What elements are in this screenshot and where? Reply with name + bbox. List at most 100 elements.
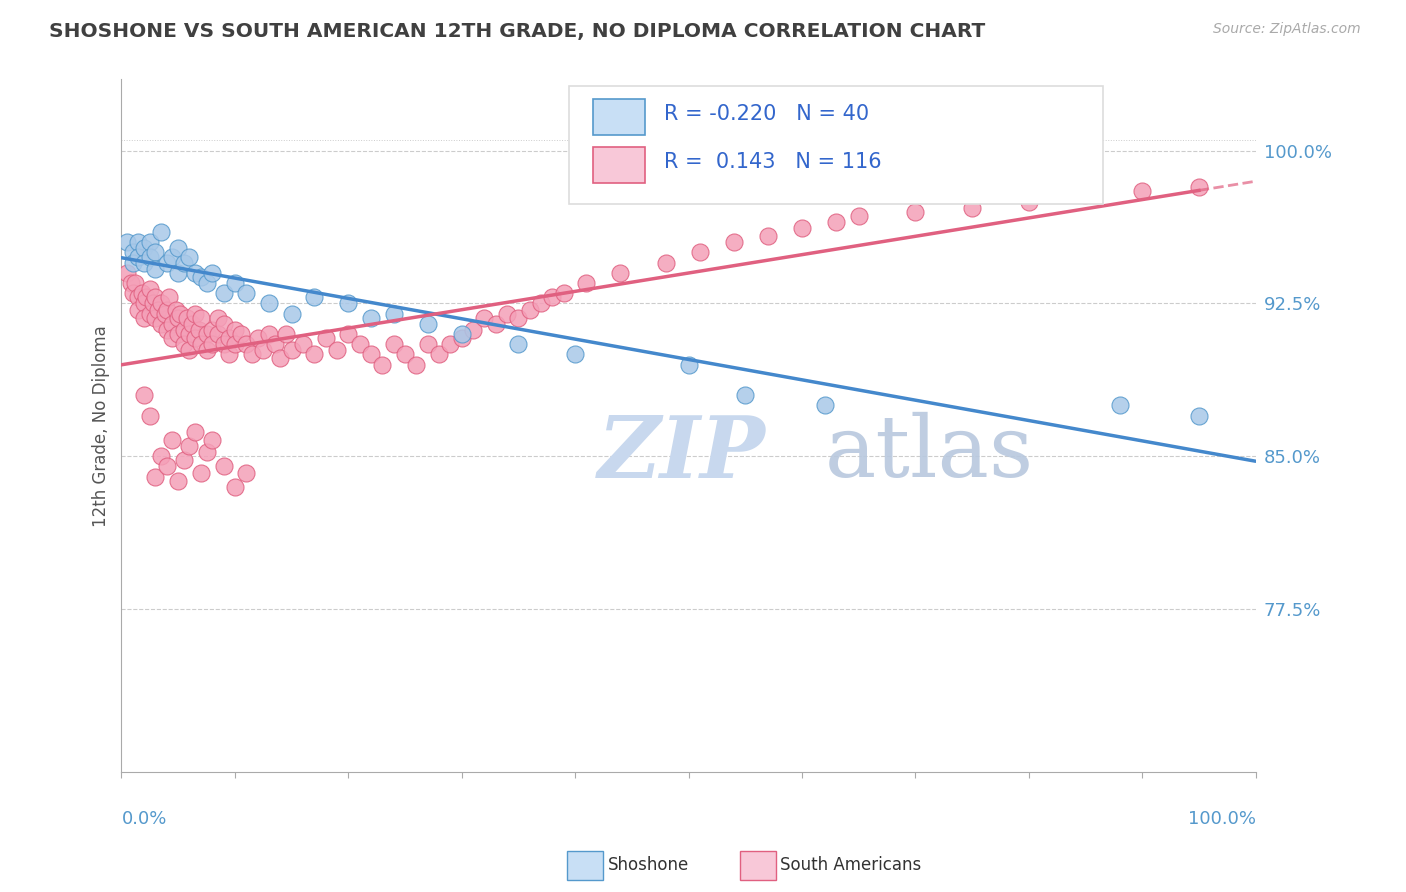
Point: [167, 310, 190, 325]
Point: [280, 307, 302, 321]
Point: [127, 302, 149, 317]
Point: [162, 331, 184, 345]
Point: [269, 351, 291, 366]
Point: [190, 269, 212, 284]
Point: [689, 245, 711, 260]
Point: [541, 290, 564, 304]
Point: [142, 296, 165, 310]
Point: [1188, 180, 1211, 194]
Point: [1074, 188, 1097, 202]
Point: [162, 433, 184, 447]
Point: [201, 433, 224, 447]
Point: [212, 337, 235, 351]
Point: [121, 245, 143, 260]
Point: [115, 235, 138, 250]
Point: [825, 215, 848, 229]
Point: [274, 326, 297, 341]
Point: [416, 317, 439, 331]
Y-axis label: 12th Grade, No Diploma: 12th Grade, No Diploma: [93, 325, 110, 526]
Point: [145, 245, 167, 260]
Point: [195, 445, 218, 459]
Text: atlas: atlas: [825, 412, 1033, 495]
Point: [229, 326, 252, 341]
FancyBboxPatch shape: [569, 87, 1102, 204]
Point: [655, 255, 678, 269]
Point: [678, 358, 700, 372]
Point: [190, 466, 212, 480]
Point: [252, 343, 274, 358]
Point: [134, 296, 156, 310]
Point: [131, 286, 153, 301]
Point: [337, 296, 360, 310]
Point: [212, 317, 235, 331]
Point: [450, 331, 472, 345]
Text: R = -0.220   N = 40: R = -0.220 N = 40: [664, 103, 869, 124]
Point: [1018, 194, 1040, 209]
Point: [156, 255, 179, 269]
Point: [201, 323, 224, 337]
Point: [564, 347, 586, 361]
Point: [207, 326, 229, 341]
Point: [153, 307, 176, 321]
Point: [195, 276, 218, 290]
Point: [195, 343, 218, 358]
Point: [904, 204, 927, 219]
Point: [173, 337, 195, 351]
Point: [235, 286, 257, 301]
Point: [474, 310, 496, 325]
Text: South Americans: South Americans: [780, 856, 921, 874]
Point: [139, 250, 162, 264]
Point: [756, 229, 779, 244]
Point: [145, 310, 167, 325]
Point: [218, 331, 240, 345]
Point: [508, 337, 530, 351]
Point: [139, 235, 162, 250]
Point: [224, 480, 246, 494]
Point: [960, 201, 983, 215]
Point: [790, 221, 813, 235]
Point: [179, 250, 201, 264]
Point: [184, 307, 207, 321]
Text: SHOSHONE VS SOUTH AMERICAN 12TH GRADE, NO DIPLOMA CORRELATION CHART: SHOSHONE VS SOUTH AMERICAN 12TH GRADE, N…: [49, 22, 986, 41]
Point: [167, 241, 190, 255]
Point: [575, 276, 598, 290]
Point: [150, 225, 173, 239]
Point: [162, 250, 184, 264]
Point: [121, 255, 143, 269]
Point: [734, 388, 756, 402]
Point: [519, 302, 541, 317]
Point: [162, 317, 184, 331]
Point: [224, 337, 246, 351]
Point: [120, 276, 142, 290]
Point: [814, 398, 837, 412]
Point: [218, 347, 240, 361]
Point: [723, 235, 745, 250]
Point: [173, 255, 195, 269]
Point: [190, 310, 212, 325]
Point: [257, 326, 280, 341]
Point: [187, 323, 209, 337]
Point: [124, 276, 146, 290]
Point: [263, 337, 285, 351]
Point: [145, 261, 167, 276]
Point: [150, 296, 173, 310]
Point: [207, 310, 229, 325]
Point: [212, 459, 235, 474]
Point: [184, 266, 207, 280]
Point: [235, 337, 257, 351]
Point: [337, 326, 360, 341]
Point: [127, 250, 149, 264]
Point: [360, 310, 382, 325]
Point: [180, 317, 202, 331]
Point: [553, 286, 575, 301]
Point: [156, 459, 179, 474]
Point: [304, 290, 326, 304]
Point: [184, 331, 207, 345]
Point: [224, 276, 246, 290]
Point: [134, 310, 156, 325]
Point: [127, 235, 149, 250]
Point: [360, 347, 382, 361]
Point: [165, 302, 187, 317]
Point: [156, 323, 179, 337]
Point: [134, 388, 156, 402]
